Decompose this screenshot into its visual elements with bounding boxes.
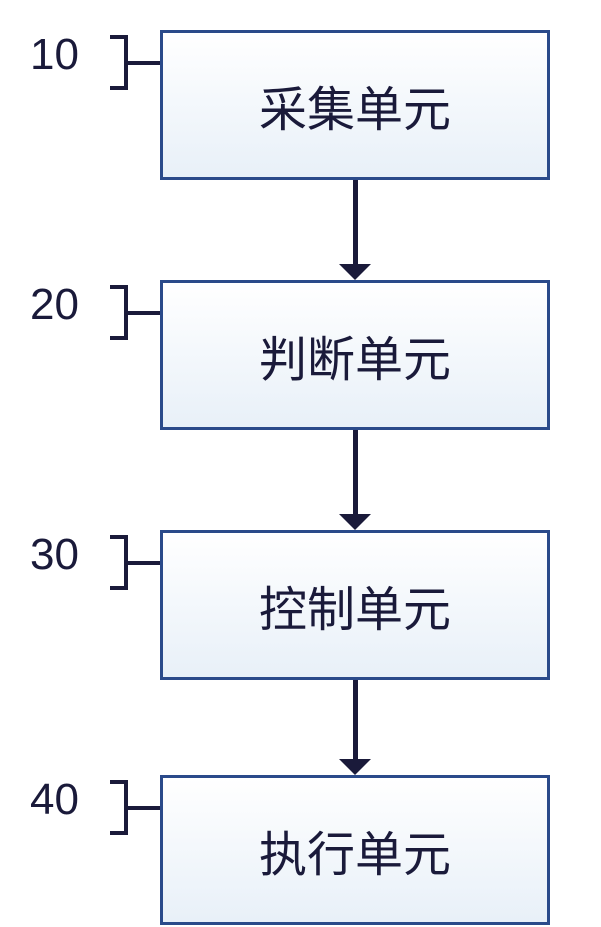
reference-number: 40 [30,775,79,825]
flowchart-node: 执行单元 [160,775,550,925]
flowchart-node: 判断单元 [160,280,550,430]
bracket-segment [110,831,128,835]
arrow-head-icon [339,514,371,530]
flowchart-node: 采集单元 [160,30,550,180]
arrow-line [353,430,358,514]
arrow-line [353,680,358,759]
flowchart-diagram: 采集单元判断单元控制单元执行单元 10 20 30 40 [0,0,601,927]
bracket-segment [110,336,128,340]
arrow-head-icon [339,264,371,280]
bracket-connector [128,806,160,810]
flowchart-node-label: 执行单元 [259,815,451,885]
arrow-head-icon [339,759,371,775]
bracket-connector [128,311,160,315]
reference-number: 20 [30,280,79,330]
reference-number: 10 [30,30,79,80]
bracket-connector [128,61,160,65]
bracket-segment [110,86,128,90]
flowchart-node: 控制单元 [160,530,550,680]
flowchart-node-label: 采集单元 [259,70,451,140]
bracket-segment [110,586,128,590]
bracket-connector [128,561,160,565]
flowchart-node-label: 判断单元 [259,320,451,390]
reference-number: 30 [30,530,79,580]
arrow-line [353,180,358,264]
flowchart-node-label: 控制单元 [259,570,451,640]
